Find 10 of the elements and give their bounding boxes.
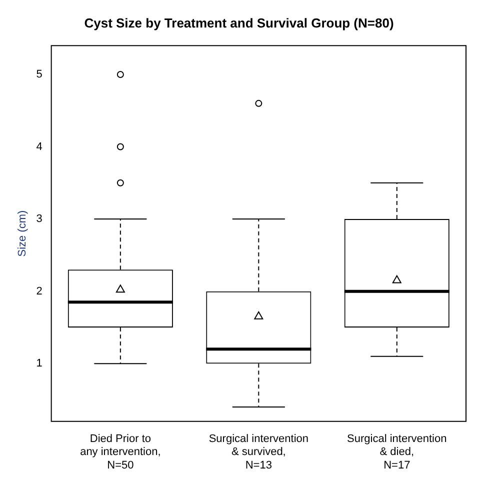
y-axis-title: Size (cm) [16, 210, 29, 257]
x-tick-label: Died Prior to any intervention, N=50 [80, 433, 161, 472]
chart-title: Cyst Size by Treatment and Survival Group (N=80) [84, 15, 394, 30]
y-tick-label: 2 [36, 285, 42, 298]
y-tick-label: 3 [36, 213, 42, 226]
y-tick-label: 5 [36, 68, 42, 81]
y-tick-label: 1 [36, 358, 42, 370]
x-tick-label: Surgical intervention & died, N=17 [347, 433, 447, 472]
x-tick-label: Surgical intervention & survived, N=13 [208, 433, 308, 472]
y-tick-label: 4 [36, 140, 42, 153]
